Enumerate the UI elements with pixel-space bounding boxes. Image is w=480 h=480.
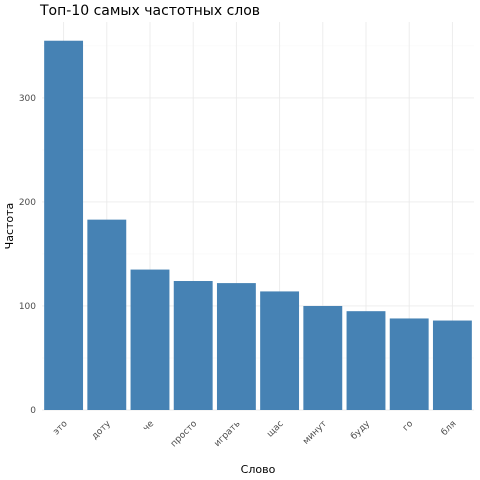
bar-4 [173, 281, 213, 410]
bar-3 [130, 269, 170, 410]
x-tick-label: го [401, 419, 416, 434]
y-tick-label: 200 [19, 198, 36, 208]
x-tick-label: буду [349, 419, 372, 442]
bar-10 [432, 320, 472, 410]
x-tick-label: бля [440, 419, 459, 438]
x-axis-title: Слово [241, 463, 276, 476]
bar-5 [216, 283, 256, 410]
bar-7 [303, 305, 343, 410]
x-tick-label: че [141, 419, 156, 434]
bar-2 [87, 219, 127, 410]
bar-9 [389, 318, 429, 410]
bar-1 [44, 40, 84, 410]
x-axis-ticks: это доту че просто играть щас минут буду го бля [52, 419, 459, 450]
x-tick-label: щас [265, 419, 286, 440]
y-tick-label: 0 [30, 406, 36, 416]
y-tick-label: 300 [19, 94, 36, 104]
chart-title: Топ-10 самых частотных слов [39, 3, 260, 19]
x-tick-label: доту [90, 419, 113, 442]
x-tick-label: просто [169, 419, 200, 450]
bars [44, 40, 472, 410]
y-axis-title: Частота [3, 203, 16, 250]
bar-6 [260, 291, 300, 410]
y-axis-ticks: 0 100 200 300 [19, 94, 36, 416]
y-tick-label: 100 [19, 302, 36, 312]
x-tick-label: минут [301, 419, 329, 447]
bar-8 [346, 311, 386, 410]
x-tick-label: играть [213, 419, 243, 449]
x-tick-label: это [52, 419, 71, 438]
